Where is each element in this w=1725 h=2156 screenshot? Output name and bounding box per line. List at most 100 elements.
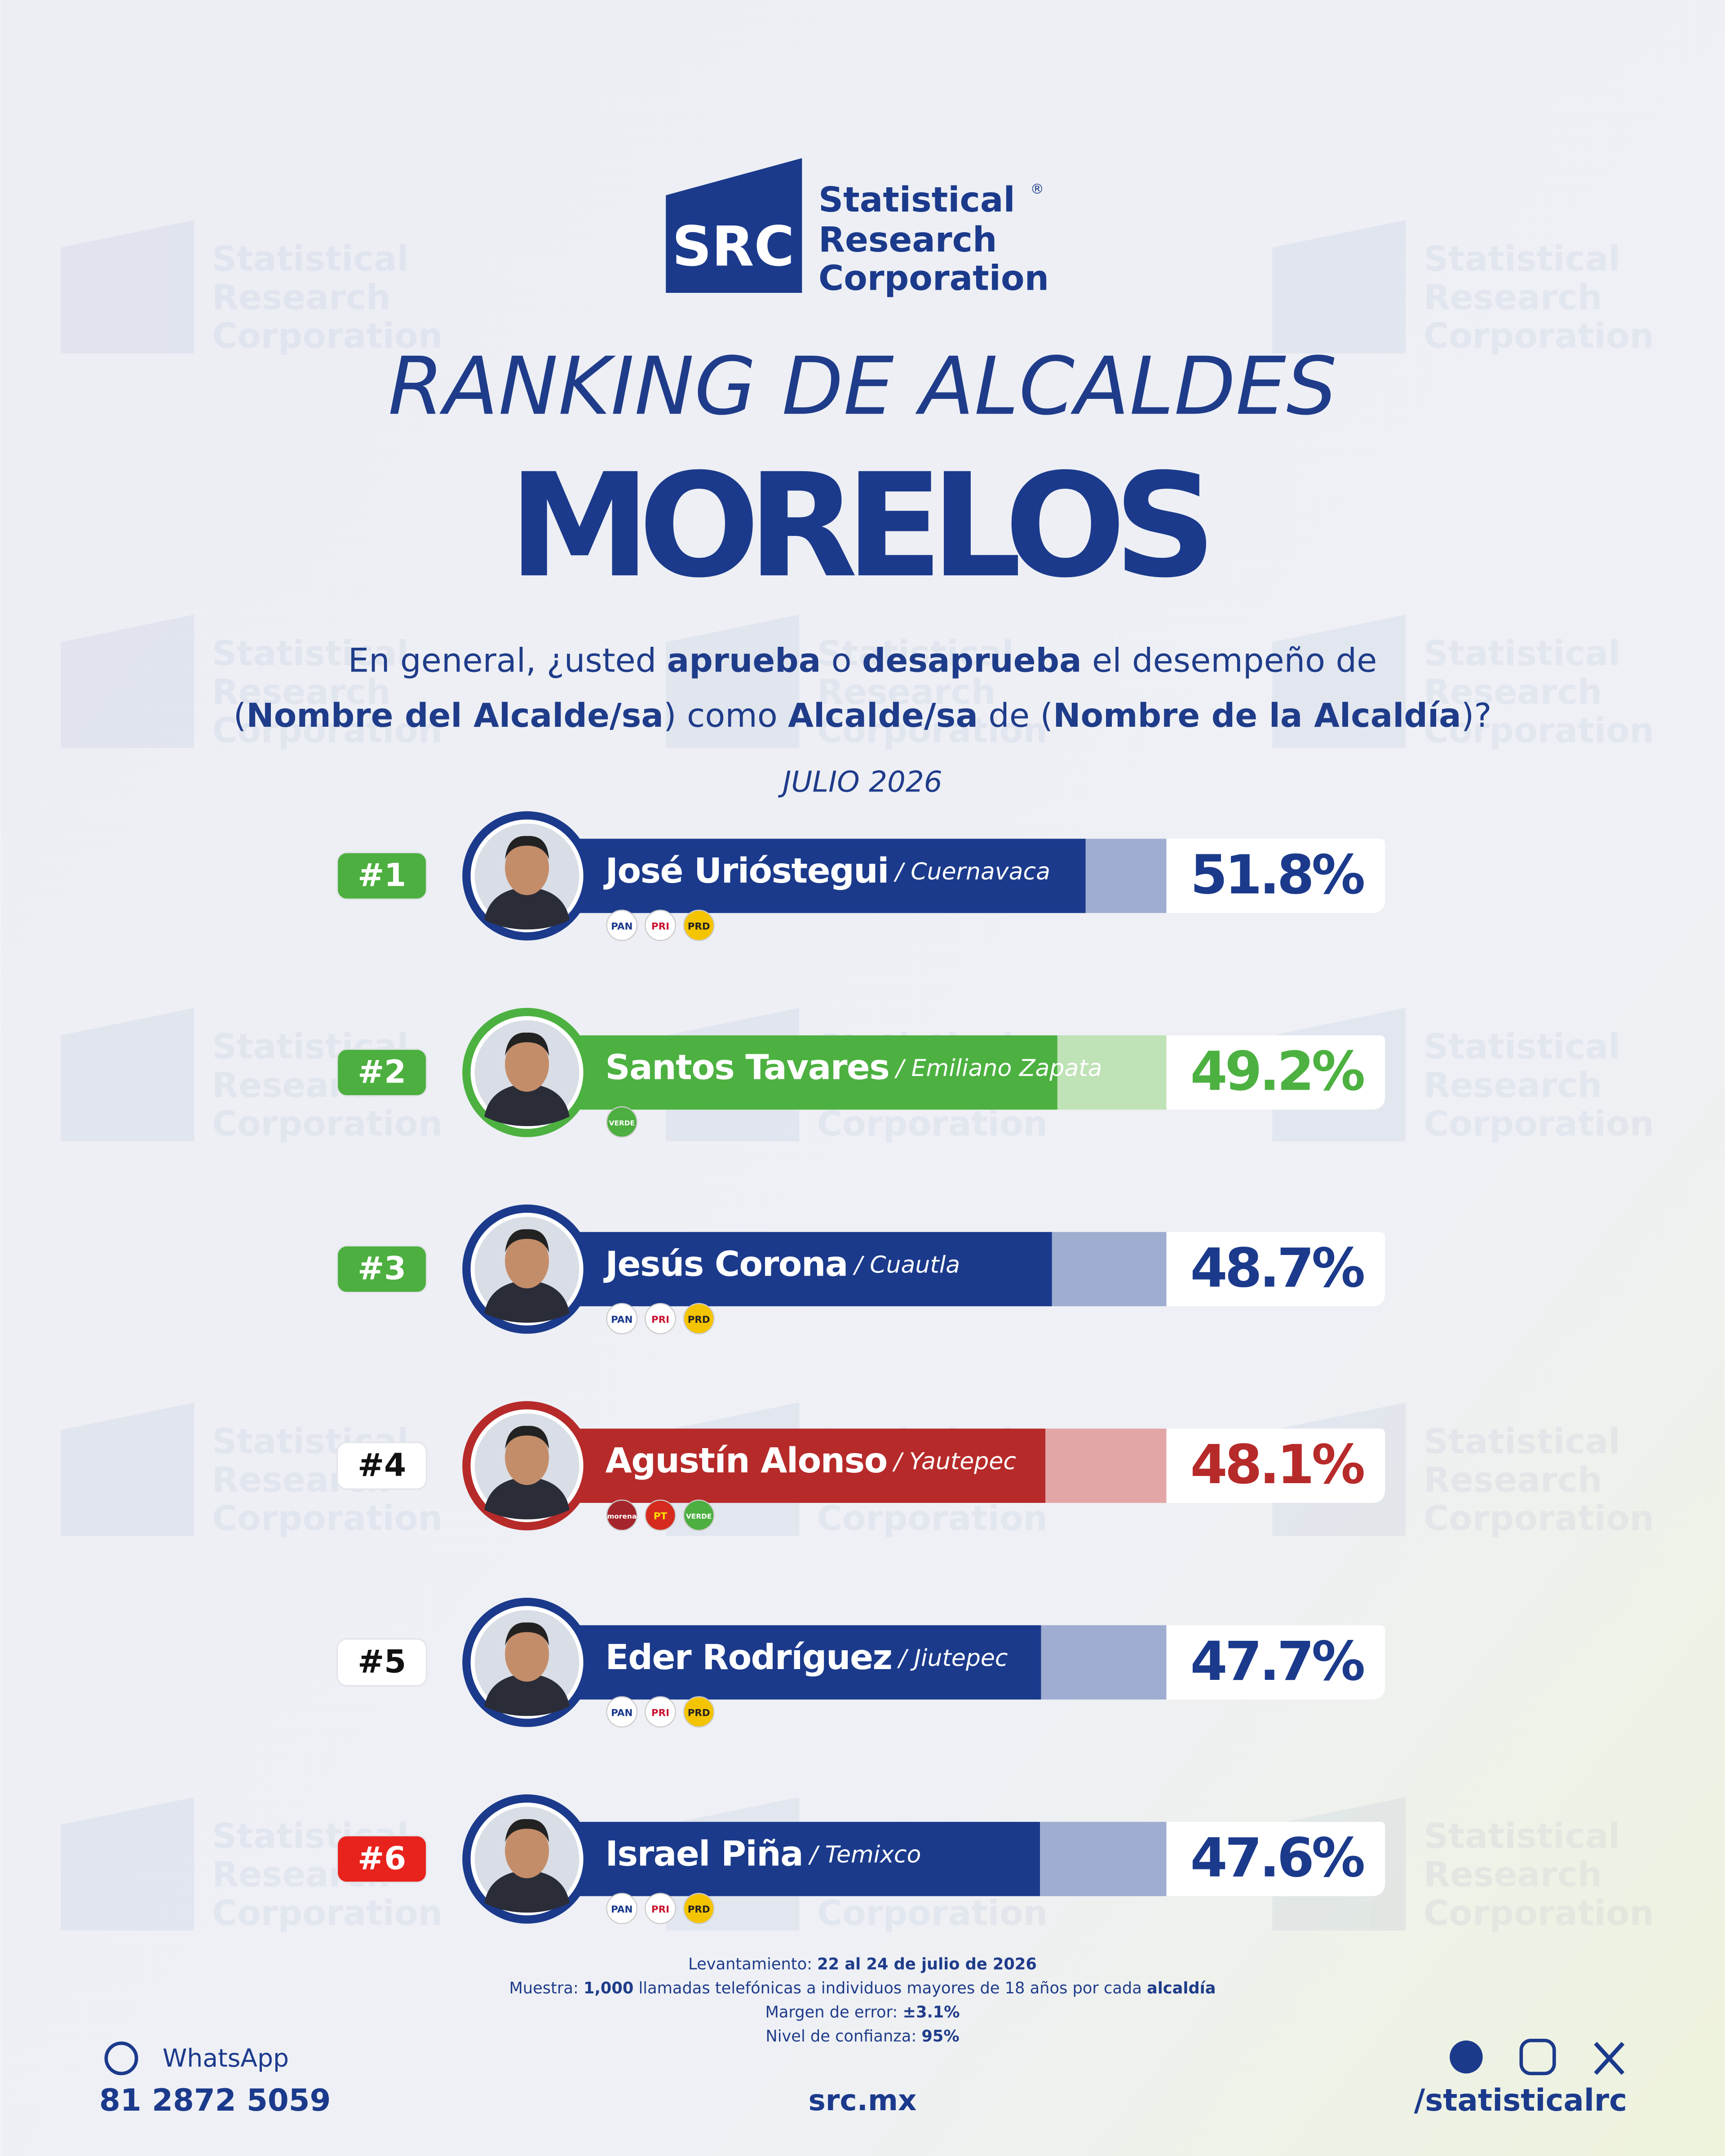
avatar-face — [505, 1626, 549, 1682]
methodology-line: Muestra: 1,000 llamadas telefónicas a in… — [509, 1979, 1216, 1997]
watermark-text: Statistical — [1424, 1422, 1620, 1462]
whatsapp-label[interactable]: WhatsApp — [163, 2044, 289, 2072]
municipality: / Emiliano Zapata — [894, 1055, 1102, 1082]
methodology-line-segment: 95% — [921, 2027, 959, 2046]
watermark-text: Research — [1424, 672, 1602, 712]
watermark-text: Research — [1424, 1065, 1602, 1105]
municipality: / Cuautla — [853, 1251, 960, 1278]
methodology-line-segment: llamadas telefónicas a individuos mayore… — [633, 1979, 1147, 1997]
question-line-segment: el desempeño de — [1082, 642, 1377, 680]
methodology-line: Levantamiento: 22 al 24 de julio de 2026 — [688, 1955, 1037, 1973]
question-line-segment: ( — [234, 697, 247, 735]
watermark-text: Statistical — [1424, 634, 1620, 674]
rank-label: #6 — [358, 1840, 406, 1877]
party-label: PRI — [651, 1314, 669, 1325]
avatar-body — [484, 1476, 570, 1520]
watermark-text: Statistical — [212, 239, 409, 279]
facebook-icon[interactable] — [1450, 2040, 1483, 2074]
party-logo — [606, 1893, 638, 1924]
methodology-line-segment: ±3.1% — [902, 2003, 960, 2022]
value-label: 48.7% — [1190, 1237, 1364, 1299]
avatar-body — [484, 1280, 570, 1323]
rank-badge — [336, 1441, 428, 1490]
footer: WhatsApp 81 2872 5059 src.mx /statistica… — [99, 2039, 1627, 2118]
social-handle[interactable]: /statisticalrc — [1414, 2082, 1627, 2118]
party-logo — [606, 1696, 638, 1728]
avatar-face — [505, 1430, 549, 1485]
rank-badge — [336, 852, 428, 900]
value-box — [1166, 839, 1385, 913]
watermark-mark — [666, 614, 800, 748]
watermark-text: Corporation — [212, 316, 442, 356]
party-label: PAN — [611, 1904, 632, 1915]
watermark-mark — [61, 1007, 195, 1141]
ranking-row: #5 47.7% Eder Rodríguez / Jiutepec PAN PRI PRD — [336, 1598, 1385, 1728]
value-label: 48.1% — [1190, 1434, 1364, 1496]
watermark-text: Corporation — [212, 711, 442, 751]
watermark-text: Statistical — [1424, 239, 1620, 279]
party-label: morena — [607, 1512, 637, 1520]
state-title: MORELOS — [509, 443, 1217, 610]
bar — [522, 1625, 1041, 1700]
title: RANKING DE ALCALDES — [388, 340, 1337, 433]
rank-badge — [336, 1048, 428, 1097]
watermark-text: Corporation — [212, 1499, 442, 1539]
logo-text: Research — [818, 220, 997, 260]
watermark-text: Corporation — [1424, 1104, 1654, 1144]
bar — [522, 839, 1086, 913]
watermark-text: Corporation — [817, 711, 1048, 751]
party-logo — [606, 910, 638, 941]
party-label: PRD — [688, 1707, 710, 1719]
logo-text: Statistical — [818, 180, 1015, 220]
watermark-text: Statistical — [1424, 1816, 1620, 1856]
party-logo — [683, 1303, 715, 1334]
question-line-segment: Alcalde/sa — [788, 697, 978, 735]
whatsapp-icon — [104, 2041, 138, 2076]
municipality: / Jiutepec — [897, 1645, 1008, 1672]
avatar-body — [484, 1083, 570, 1127]
watermark-mark — [61, 614, 195, 748]
ranking: #1 51.8% José Urióstegui / Cuernavaca PAN PRI… — [336, 811, 1385, 1924]
instagram-icon[interactable] — [1519, 2039, 1556, 2076]
party-label: PT — [654, 1511, 668, 1522]
party-logo — [683, 910, 715, 941]
party-logo — [683, 1696, 715, 1728]
party-label: PRD — [688, 1314, 710, 1325]
logo-text: Corporation — [818, 258, 1049, 298]
municipality: / Yautepec — [892, 1448, 1016, 1475]
candidate: José Urióstegui / Cuernavaca — [603, 851, 1050, 891]
candidate: Santos Tavares / Emiliano Zapata — [606, 1048, 1102, 1088]
watermark-text: Research — [1424, 278, 1602, 318]
bar — [522, 1428, 1046, 1503]
watermark-text: Statistical — [1424, 1027, 1620, 1067]
ranking-row: #1 51.8% José Urióstegui / Cuernavaca PAN PRI… — [336, 811, 1385, 941]
phone[interactable]: 81 2872 5059 — [99, 2082, 331, 2118]
question-line-segment: En general, ¿usted — [348, 642, 667, 680]
rank-label: #5 — [358, 1644, 406, 1680]
ranking-row: #4 48.1% Agustín Alonso / Yautepec morena PT V… — [336, 1401, 1385, 1531]
question-line-segment: aprueba — [667, 642, 821, 680]
watermark-mark — [1272, 614, 1406, 748]
question-line: (Nombre del Alcalde/sa) como Alcalde/sa … — [234, 697, 1492, 735]
methodology-line-segment: Margen de error: — [765, 2003, 902, 2022]
rank-badge — [336, 1638, 428, 1687]
party-logo — [645, 1303, 676, 1334]
watermark-mark — [61, 1402, 195, 1536]
website[interactable]: src.mx — [809, 2084, 917, 2117]
x-icon[interactable] — [1594, 2041, 1625, 2075]
rank-label: #2 — [358, 1053, 406, 1090]
watermark-mark — [61, 220, 195, 353]
watermark-text: Corporation — [212, 1893, 442, 1933]
watermark-text: Corporation — [1424, 1499, 1654, 1539]
watermark-text: Corporation — [817, 1499, 1048, 1539]
methodology-line-segment: Nivel de confianza: — [765, 2027, 921, 2046]
candidate-name: Santos Tavares — [606, 1048, 889, 1088]
methodology-line-segment: alcaldía — [1147, 1979, 1216, 1997]
avatar-hair — [505, 836, 549, 860]
value-label: 47.6% — [1190, 1827, 1364, 1890]
value-box — [1166, 1822, 1385, 1896]
candidate: Agustín Alonso / Yautepec — [606, 1441, 1016, 1481]
